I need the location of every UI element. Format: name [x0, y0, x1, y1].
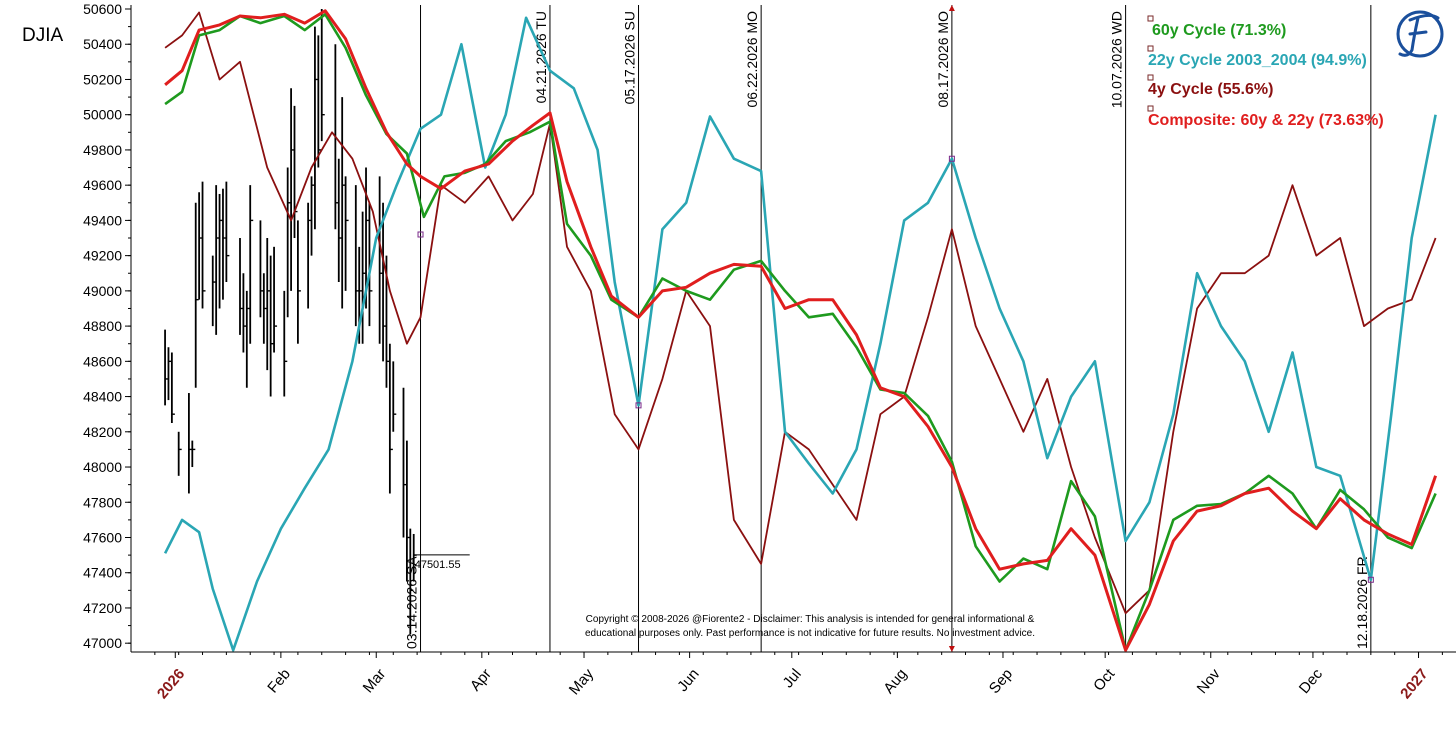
pivot-marker — [948, 155, 955, 162]
legend-marker — [1147, 74, 1154, 81]
copyright-line-2: educational purposes only. Past performa… — [585, 628, 1035, 639]
pivot-marker — [417, 231, 424, 238]
legend-marker — [1147, 15, 1154, 22]
marker-arrow-down-icon — [948, 646, 955, 652]
x-tick-label: Oct — [1090, 665, 1119, 694]
marker-arrow-up-icon — [948, 5, 955, 11]
legend-entry: 60y Cycle (71.3%) — [1152, 22, 1286, 39]
y-tick-label: 49000 — [83, 283, 122, 299]
y-tick-label: 49200 — [83, 248, 122, 264]
series-line — [164, 9, 1438, 652]
marker-label: 08.17.2026 MO — [935, 11, 951, 108]
y-tick-label: 47600 — [83, 529, 122, 545]
legend-entry: 22y Cycle 2003_2004 (94.9%) — [1148, 52, 1367, 69]
x-tick-label: Jun — [674, 666, 703, 695]
copyright-line-1: Copyright © 2008-2026 @Fiorente2 - Discl… — [586, 614, 1035, 625]
legend-entry: 4y Cycle (55.6%) — [1148, 81, 1273, 98]
y-tick-label: 49400 — [83, 212, 122, 228]
x-tick-label: Feb — [264, 666, 294, 697]
price-bars — [164, 9, 417, 635]
pivot-marker — [635, 402, 642, 409]
last-price-label: 47501.55 — [415, 559, 461, 571]
labels-layer: DJIA 47501.55 Copyright © 2008-2026 @Fiore… — [22, 25, 1374, 639]
y-tick-label: 47800 — [83, 494, 122, 510]
legend-marker — [1147, 45, 1154, 52]
legend-entry: Composite: 60y & 22y (73.63%) — [1148, 112, 1384, 129]
y-tick-label: 48000 — [83, 459, 122, 475]
y-tick-label: 47200 — [83, 600, 122, 616]
x-tick-label: Sep — [986, 666, 1016, 697]
y-tick-label: 47400 — [83, 565, 122, 581]
fiorente-logo-icon — [1396, 10, 1444, 58]
y-tick-label: 49600 — [83, 177, 122, 193]
series-lines — [163, 9, 1438, 652]
x-tick-label: 2026 — [154, 666, 188, 702]
y-tick-label: 50400 — [83, 36, 122, 52]
x-tick-label: Apr — [467, 666, 495, 695]
series-line — [164, 11, 1437, 615]
marker-label: 10.07.2026 WD — [1109, 11, 1125, 108]
x-tick-label: 2027 — [1397, 666, 1431, 702]
y-tick-label: 47000 — [83, 635, 122, 651]
legend: 60y Cycle (71.3%) 22y Cycle 2003_2004 (94… — [1147, 15, 1384, 129]
x-tick-label: Jul — [780, 666, 805, 692]
marker-label: 12.18.2026 FR — [1354, 556, 1370, 649]
series-line — [164, 13, 1437, 652]
axes-layer: 47000 47200 47400 47600 47800 48000 48200 48400… — [83, 1, 1456, 702]
x-tick-label: Nov — [1194, 665, 1224, 697]
y-tick-label: 50200 — [83, 71, 122, 87]
chart-title: DJIA — [22, 25, 64, 46]
pivot-marker — [1367, 576, 1374, 583]
marker-label: 06.22.2026 MO — [744, 11, 760, 108]
y-tick-label: 48200 — [83, 424, 122, 440]
y-tick-label: 48800 — [83, 318, 122, 334]
y-tick-label: 50000 — [83, 107, 122, 123]
marker-label: 04.21.2026 TU — [533, 11, 549, 103]
marker-label: 05.17.2026 SU — [622, 11, 638, 104]
x-tick-label: Mar — [360, 666, 390, 697]
legend-marker — [1147, 105, 1154, 112]
x-tick-label: Aug — [880, 666, 910, 697]
y-tick-label: 48400 — [83, 389, 122, 405]
y-tick-label: 48600 — [83, 353, 122, 369]
series-line — [163, 16, 1437, 652]
x-tick-label: May — [566, 665, 598, 698]
y-tick-label: 50600 — [83, 1, 122, 17]
y-tick-label: 49800 — [83, 142, 122, 158]
x-tick-label: Dec — [1296, 665, 1326, 697]
